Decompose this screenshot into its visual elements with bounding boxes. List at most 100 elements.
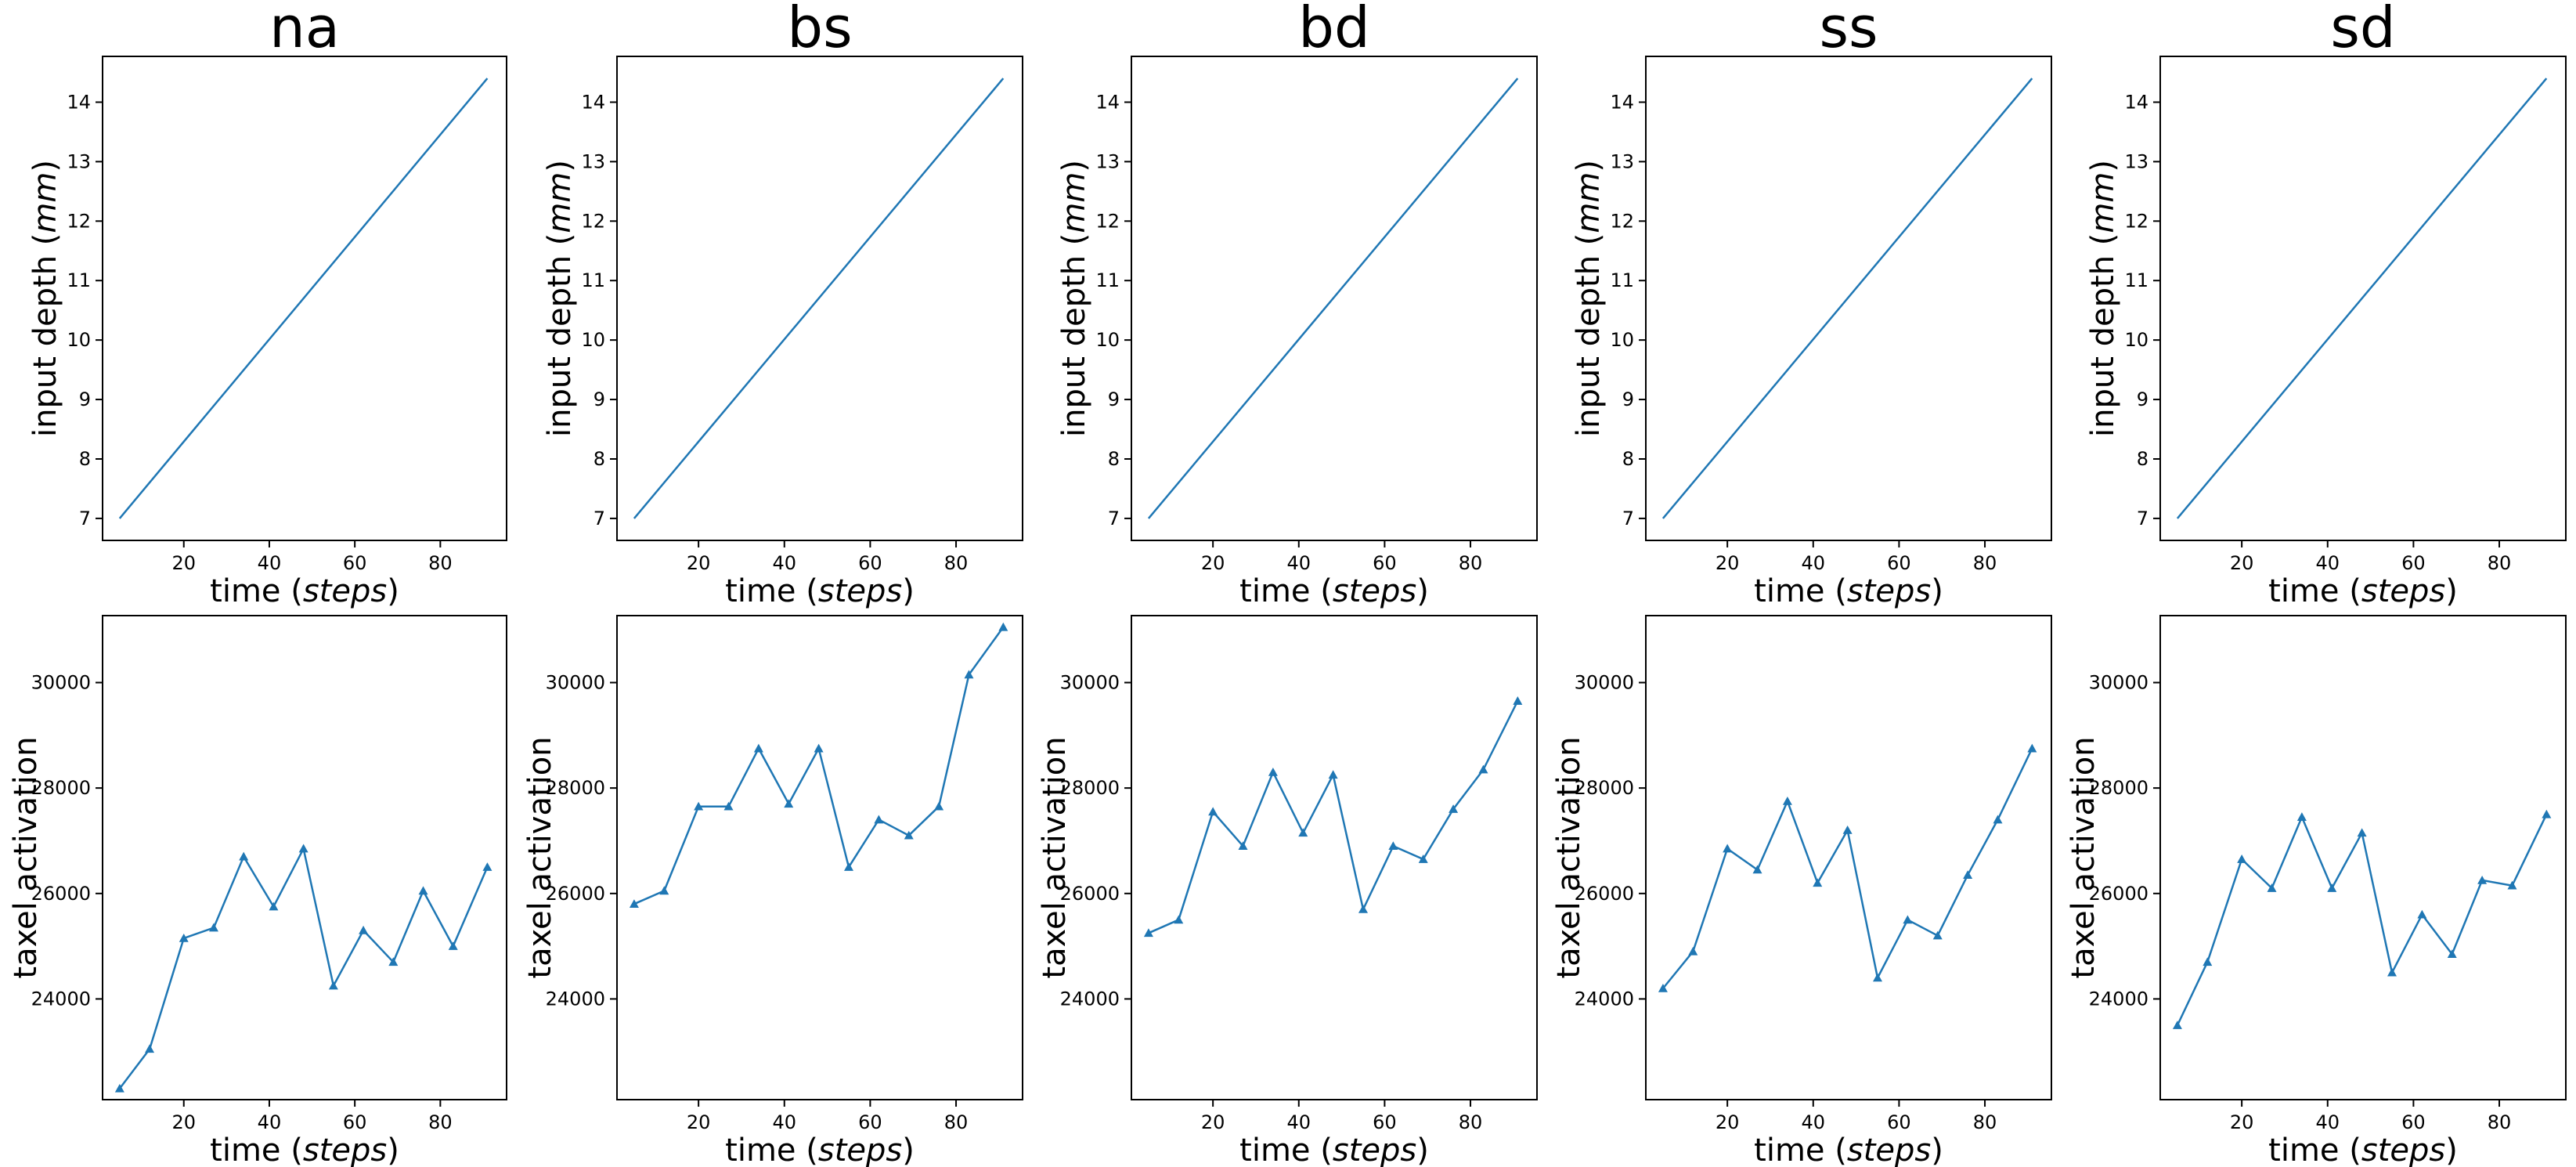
data-point-marker: [874, 815, 884, 824]
x-tick-label: 80: [2488, 1111, 2512, 1133]
y-axis-label: input depth (mm): [542, 160, 578, 437]
x-tick-label: 80: [428, 1111, 453, 1133]
data-point-marker: [1238, 841, 1248, 850]
data-point-marker: [1993, 815, 2003, 824]
x-axis-label: time (steps): [2268, 1133, 2458, 1167]
x-tick-label: 40: [1287, 1111, 1311, 1133]
y-tick-label: 13: [1610, 150, 1634, 172]
x-tick-label: 20: [1716, 552, 1740, 574]
x-axis-unit: steps: [2361, 573, 2445, 609]
x-tick-label: 60: [1887, 1111, 1911, 1133]
y-axis-label-text: input depth: [1571, 255, 1607, 437]
data-point-marker: [2327, 883, 2337, 892]
x-axis-label: time (steps): [210, 1133, 399, 1167]
data-point-marker: [1842, 825, 1853, 834]
y-axis-unit: mm: [1056, 172, 1092, 233]
y-tick-label: 11: [67, 269, 91, 291]
y-tick-label: 12: [1095, 210, 1120, 232]
y-tick-label: 13: [1095, 150, 1120, 172]
y-tick-label: 26000: [2089, 883, 2148, 905]
series-line: [633, 627, 1005, 905]
series-line: [1147, 78, 1519, 519]
data-point-marker: [753, 743, 763, 753]
data-point-marker: [1932, 930, 1943, 940]
data-point-marker: [1328, 770, 1338, 779]
y-tick-label: 9: [2137, 388, 2148, 410]
y-axis-label: input depth (mm): [27, 160, 63, 437]
y-tick-label: 24000: [1575, 988, 1634, 1010]
series-line: [118, 845, 489, 1089]
y-axis-label-text: taxel activation: [2065, 736, 2102, 978]
axes-frame: [102, 615, 507, 1100]
y-axis-label-text: input depth: [542, 255, 578, 437]
panel-title: na: [269, 0, 340, 60]
data-point-marker: [904, 830, 914, 840]
x-axis-unit: steps: [303, 1133, 387, 1167]
series-line: [2176, 78, 2548, 519]
panel-title: sd: [2330, 0, 2395, 60]
x-tick-label: 80: [1459, 552, 1483, 574]
y-tick-label: 8: [593, 448, 605, 470]
y-tick-label: 9: [1622, 388, 1634, 410]
axes-frame: [2159, 56, 2567, 541]
panel-ss-depth: ss 20 40 60 80 7 8 9 10 11 12 13 14 time (steps) input…: [1571, 0, 2052, 609]
data-point-marker: [1208, 807, 1218, 816]
data-point-marker: [723, 801, 734, 811]
y-tick-label: 8: [2137, 448, 2148, 470]
data-point-marker: [2237, 854, 2247, 863]
data-point-marker: [1963, 870, 1973, 880]
x-axis-label: time (steps): [1239, 573, 1429, 609]
x-tick-label: 60: [343, 1111, 367, 1133]
y-tick-label: 30000: [546, 671, 605, 693]
y-tick-label: 11: [1095, 269, 1120, 291]
x-tick-label: 60: [2401, 1111, 2426, 1133]
series-line: [633, 78, 1005, 519]
data-point-marker: [934, 801, 944, 811]
x-tick-label: 80: [1459, 1111, 1483, 1133]
x-axis-label-text: time: [1239, 573, 1310, 609]
panel-title: bs: [787, 0, 852, 60]
data-point-marker: [2203, 957, 2213, 966]
x-tick-label: 60: [858, 1111, 882, 1133]
y-tick-label: 14: [1095, 91, 1120, 113]
x-axis-unit: steps: [818, 1133, 902, 1167]
y-tick-label: 14: [2124, 91, 2148, 113]
y-axis-label-text: taxel activation: [1551, 736, 1587, 978]
axes-frame: [616, 56, 1023, 541]
x-axis-label: time (steps): [2268, 573, 2458, 609]
x-axis-unit: steps: [2361, 1133, 2445, 1167]
y-axis-label-text: taxel activation: [1037, 736, 1073, 978]
y-tick-label: 10: [1095, 329, 1120, 351]
y-tick-label: 8: [1108, 448, 1120, 470]
x-tick-label: 40: [1287, 552, 1311, 574]
panel-bd-activation: 20 40 60 80 24000 26000 28000 30000 time (steps)…: [1037, 615, 1538, 1167]
data-point-marker: [814, 743, 824, 753]
y-axis-label-text: taxel activation: [522, 736, 558, 978]
y-tick-label: 24000: [546, 988, 605, 1010]
x-axis-unit: steps: [1333, 573, 1416, 609]
y-tick-label: 7: [1108, 508, 1120, 529]
data-point-marker: [1782, 796, 1792, 805]
x-tick-label: 60: [1373, 552, 1397, 574]
x-axis-unit: steps: [818, 573, 902, 609]
x-tick-label: 20: [171, 1111, 196, 1133]
x-tick-label: 20: [2230, 552, 2254, 574]
x-tick-label: 40: [1802, 552, 1826, 574]
axes-frame: [102, 56, 507, 541]
x-tick-label: 20: [687, 1111, 711, 1133]
axes-frame: [1131, 615, 1538, 1100]
data-point-marker: [998, 622, 1008, 631]
y-tick-label: 26000: [546, 883, 605, 905]
y-tick-label: 9: [1108, 388, 1120, 410]
y-tick-label: 30000: [2089, 671, 2148, 693]
axes-frame: [2159, 615, 2567, 1100]
x-tick-label: 20: [1716, 1111, 1740, 1133]
y-tick-label: 24000: [1060, 988, 1120, 1010]
data-point-marker: [694, 801, 704, 811]
data-point-marker: [298, 844, 308, 853]
y-tick-label: 12: [581, 210, 605, 232]
panel-na-activation: 20 40 60 80 24000 26000 28000 30000 time (steps)…: [8, 615, 507, 1167]
y-tick-label: 10: [67, 329, 91, 351]
data-point-marker: [482, 862, 492, 871]
y-axis-label: input depth (mm): [1056, 160, 1092, 437]
